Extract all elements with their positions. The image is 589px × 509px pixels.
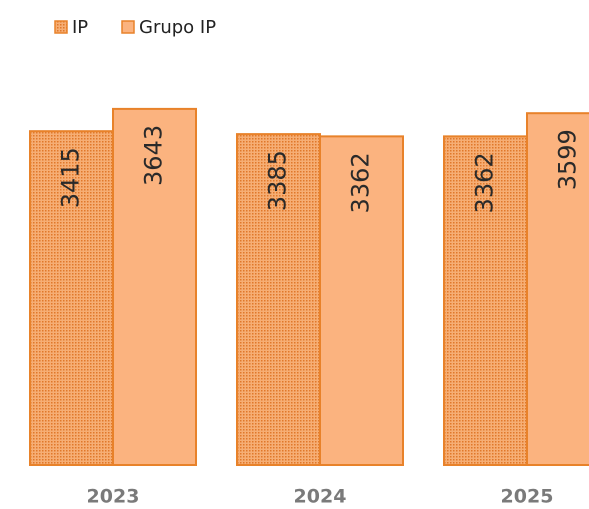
legend-swatch (54, 20, 68, 34)
bar (29, 130, 114, 466)
bar (236, 133, 321, 467)
data-label: 3643 (140, 125, 168, 186)
x-tick-label: 2024 (294, 486, 347, 508)
data-label: 3362 (347, 152, 375, 213)
legend-label: Grupo IP (139, 17, 216, 38)
bar (112, 107, 197, 466)
bar (443, 135, 528, 466)
legend-label: IP (72, 17, 88, 38)
x-tick-label: 2023 (87, 486, 140, 508)
data-label: 3385 (264, 150, 292, 211)
legend-swatch (121, 20, 135, 34)
data-label: 3415 (57, 147, 85, 208)
bar (526, 112, 589, 466)
data-label: 3599 (554, 129, 582, 190)
bar (319, 135, 404, 466)
data-label: 3362 (471, 152, 499, 213)
x-tick-label: 2025 (501, 486, 554, 508)
